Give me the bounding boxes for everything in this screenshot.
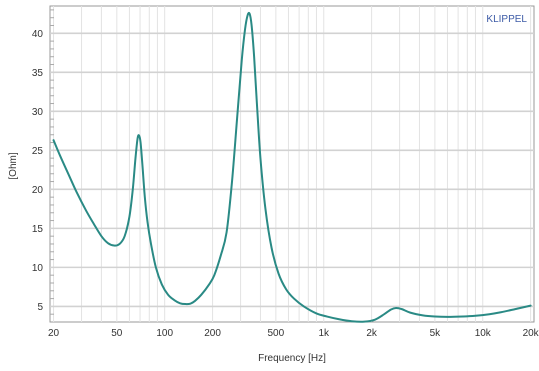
x-tick-label: 5k bbox=[430, 328, 442, 339]
x-tick-label: 500 bbox=[268, 328, 285, 339]
y-minor-ticks bbox=[50, 9, 54, 315]
y-tick-label: 25 bbox=[32, 146, 44, 157]
x-tick-labels: 20 50 100 200 500 1k 2k 5k 10k 20k bbox=[48, 328, 539, 339]
y-tick-label: 30 bbox=[32, 107, 44, 118]
impedance-curve bbox=[52, 11, 532, 323]
y-tick-label: 10 bbox=[32, 263, 44, 274]
x-tick-label: 2k bbox=[366, 328, 378, 339]
x-tick-label: 10k bbox=[475, 328, 492, 339]
y-tick-label: 15 bbox=[32, 224, 44, 235]
x-tick-label: 20k bbox=[523, 328, 539, 339]
klippel-brand: KLIPPEL bbox=[486, 14, 527, 25]
x-tick-label: 100 bbox=[156, 328, 173, 339]
x-axis-label: Frequency [Hz] bbox=[258, 353, 326, 364]
x-tick-label: 20 bbox=[48, 328, 60, 339]
plot-area bbox=[49, 5, 535, 323]
series-layer bbox=[52, 11, 532, 323]
grid-lines bbox=[50, 6, 534, 322]
x-tick-label: 50 bbox=[111, 328, 123, 339]
y-tick-label: 5 bbox=[37, 302, 43, 313]
y-tick-label: 20 bbox=[32, 185, 44, 196]
x-tick-label: 1k bbox=[318, 328, 330, 339]
y-axis-label: [Ohm] bbox=[8, 152, 19, 179]
y-tick-labels: 5 10 15 20 25 30 35 40 bbox=[32, 29, 44, 313]
y-tick-label: 40 bbox=[32, 29, 44, 40]
x-tick-label: 200 bbox=[204, 328, 221, 339]
y-tick-label: 35 bbox=[32, 68, 44, 79]
